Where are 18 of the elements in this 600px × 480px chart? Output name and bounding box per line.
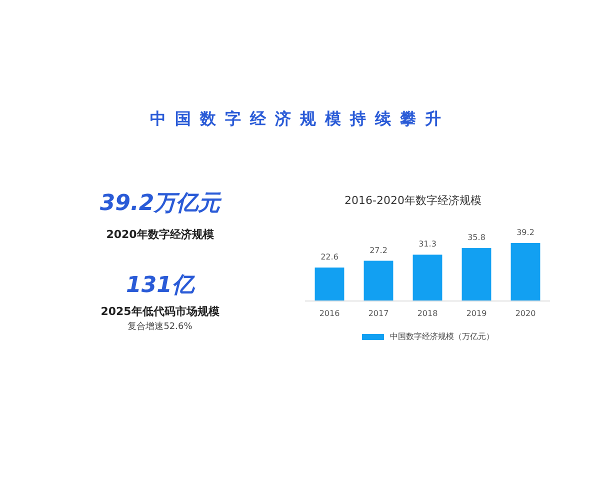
text: 39.2万亿元 — [100, 191, 222, 216]
text: 中国数字经济规模持续攀升 — [150, 109, 450, 128]
x-tick-label: 2020 — [515, 309, 536, 318]
data-label: 39.2 — [516, 228, 534, 237]
x-tick-label: 2016 — [319, 309, 340, 318]
legend-label: 中国数字经济规模（万亿元） — [390, 332, 494, 341]
data-label: 35.8 — [468, 233, 486, 242]
x-tick-label: 2018 — [417, 309, 438, 318]
data-label: 22.6 — [320, 252, 338, 262]
data-label: 31.3 — [418, 240, 436, 249]
text: 131亿 — [126, 273, 196, 298]
text: 2020年数字经济规模 — [106, 228, 215, 241]
x-tick-label: 2017 — [368, 309, 389, 318]
x-tick-label: 2019 — [466, 309, 487, 318]
data-label: 27.2 — [370, 246, 388, 255]
text: 2025年低代码市场规模 — [100, 305, 220, 318]
text: 复合增速52.6% — [128, 321, 193, 332]
chart-title: 2016-2020年数字经济规模 — [344, 194, 482, 207]
